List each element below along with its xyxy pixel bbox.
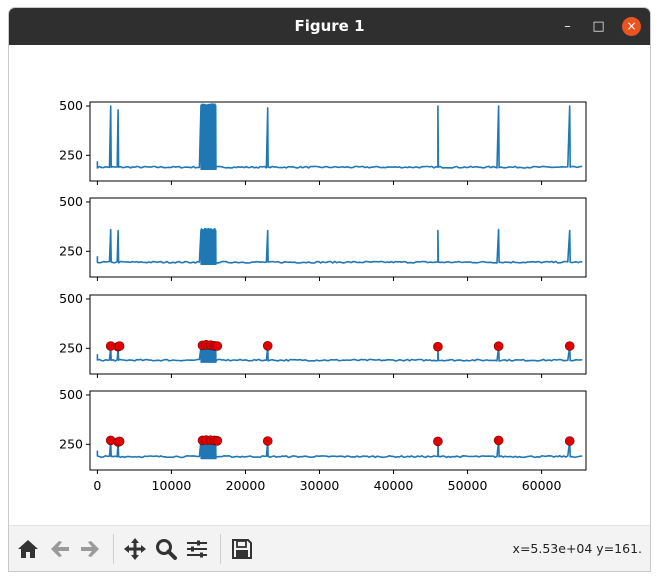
- peak-marker: [433, 341, 443, 352]
- x-tick-label: 10000: [152, 478, 192, 493]
- pan-button[interactable]: [122, 536, 148, 562]
- minimize-button[interactable]: –: [564, 19, 571, 34]
- y-tick-label: 250: [59, 147, 83, 162]
- subplots-icon: [187, 540, 207, 558]
- axes-frame: [89, 390, 587, 471]
- pan-icon: [124, 538, 146, 560]
- peak-marker: [212, 435, 223, 446]
- peak-marker: [114, 341, 125, 351]
- y-tick-label: 250: [59, 340, 83, 355]
- peak-marker: [212, 341, 223, 351]
- y-tick-label: 500: [59, 98, 83, 113]
- y-tick-label: 250: [59, 243, 83, 258]
- y-tick-label: 250: [59, 436, 83, 451]
- series-line: [96, 227, 583, 265]
- peak-marker: [493, 341, 504, 352]
- x-tick-label: 40000: [374, 478, 414, 493]
- peak-marker: [262, 436, 273, 446]
- y-tick-label: 500: [59, 387, 83, 402]
- window-title: Figure 1: [294, 17, 365, 35]
- axes-frame: [89, 197, 587, 278]
- peak-marker: [433, 436, 443, 447]
- axes-frame: [89, 101, 587, 182]
- maximize-button[interactable]: □: [592, 19, 605, 34]
- zoom-button[interactable]: [153, 536, 179, 562]
- back-button[interactable]: [47, 536, 73, 562]
- axes-frame: [89, 294, 587, 375]
- subplots-button[interactable]: [184, 536, 210, 562]
- close-button[interactable]: ×: [622, 17, 641, 36]
- zoom-icon: [156, 539, 177, 560]
- home-button[interactable]: [15, 536, 41, 562]
- series-line: [96, 345, 583, 363]
- y-tick-label: 500: [59, 291, 83, 306]
- forward-button[interactable]: [77, 536, 103, 562]
- x-tick-label: 60000: [522, 478, 562, 493]
- y-tick-label: 500: [59, 194, 83, 209]
- title-bar[interactable]: Figure 1 – □ ×: [9, 8, 650, 45]
- forward-icon: [81, 541, 99, 557]
- home-icon: [18, 540, 38, 558]
- series-line: [96, 439, 583, 460]
- peak-marker: [564, 436, 575, 446]
- save-icon: [232, 539, 252, 559]
- toolbar-separator: [220, 534, 221, 564]
- cursor-coordinates: x=5.53e+04 y=161.: [512, 541, 642, 556]
- peak-marker: [114, 436, 125, 447]
- toolbar-separator: [113, 534, 114, 564]
- plot-area[interactable]: 250 500 250 500 250 500 250 500 0 10000 20000 30000…: [9, 45, 650, 525]
- figure-window: Figure 1 – □ × 250 500 250 500 250 500 250 500 0…: [9, 8, 650, 571]
- peak-marker: [493, 435, 504, 446]
- x-tick-label: 30000: [300, 478, 340, 493]
- back-icon: [51, 541, 69, 557]
- figure-canvas[interactable]: 250 500 250 500 250 500 250 500 0 10000 20000 30000…: [9, 45, 650, 525]
- series-line: [96, 103, 583, 170]
- x-tick-label: 50000: [448, 478, 488, 493]
- x-tick-label: 0: [93, 478, 101, 493]
- navigation-toolbar: x=5.53e+04 y=161.: [9, 525, 650, 571]
- peak-marker: [262, 340, 273, 351]
- x-tick-label: 20000: [226, 478, 266, 493]
- peak-marker: [564, 341, 575, 351]
- save-button[interactable]: [229, 536, 255, 562]
